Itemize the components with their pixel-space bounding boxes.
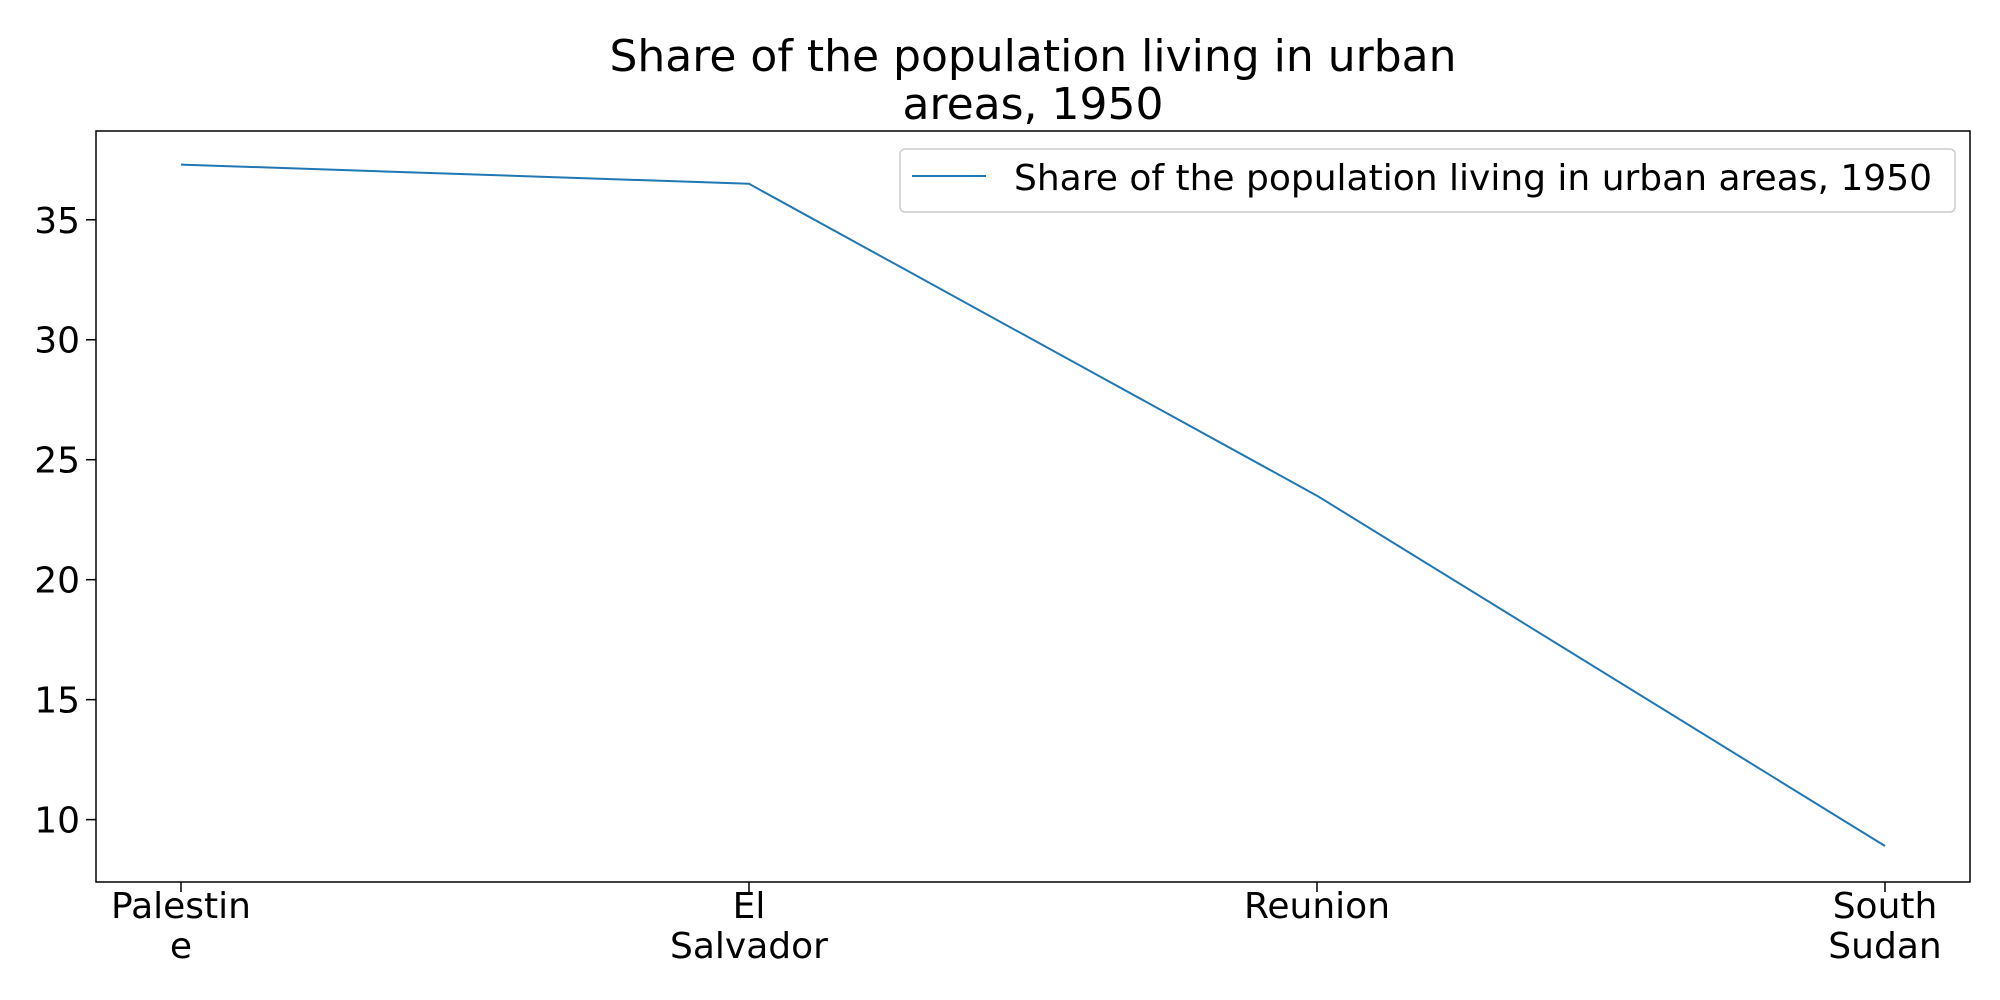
plot-area (95, 130, 1971, 883)
y-tick-label: 35 (34, 201, 80, 242)
series-line (180, 163, 1886, 847)
x-tick-label: South (1833, 886, 1938, 927)
y-axis: 10 15 20 25 30 35 (34, 201, 96, 842)
y-tick-label: 25 (34, 441, 80, 482)
chart-title-line: areas, 1950 (903, 79, 1164, 130)
x-tick-label: Reunion (1244, 886, 1390, 927)
chart-title: Share of the population living in urbana… (609, 31, 1456, 130)
y-tick-label: 30 (34, 321, 80, 362)
x-tick-label: e (170, 926, 192, 967)
x-tick-label: Salvador (670, 926, 828, 967)
x-tick-label: El (733, 886, 766, 927)
y-tick-label: 15 (34, 681, 80, 722)
y-tick-label: 20 (34, 561, 80, 602)
legend-label: Share of the population living in urban … (1014, 158, 1932, 199)
y-tick-label: 10 (34, 801, 80, 842)
x-tick-label: Sudan (1828, 926, 1941, 967)
series-layer (180, 163, 1886, 847)
legend-box (899, 148, 1956, 213)
legend: Share of the population living in urban … (899, 148, 1956, 213)
x-tick-label: Palestin (111, 886, 251, 927)
chart-title-line: Share of the population living in urban (609, 31, 1456, 82)
